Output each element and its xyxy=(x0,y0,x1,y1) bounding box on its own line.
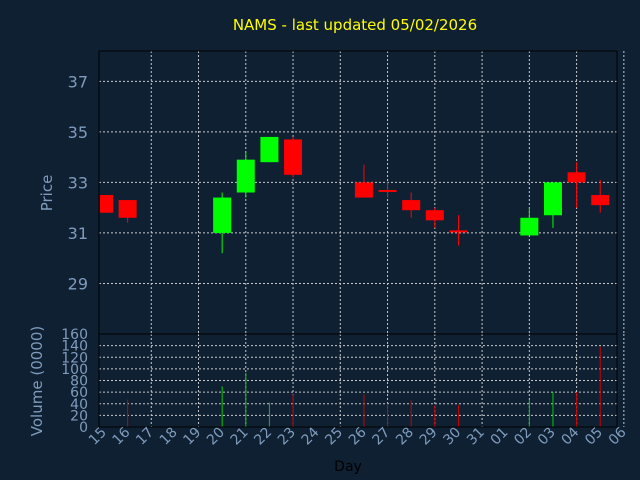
price-tick-label: 35 xyxy=(68,123,88,142)
price-panel: 29 31 33 35 37 xyxy=(68,50,625,335)
price-tick-label: 31 xyxy=(68,224,88,243)
volume-frame xyxy=(98,333,618,428)
volume-tick-label: 40 xyxy=(70,397,88,413)
candle-body xyxy=(236,159,255,193)
x-axis-ticks: 15 16 17 18 19 20 21 22 23 24 25 26 27 28 29 30 31 01 02 03… xyxy=(86,424,630,448)
candle-body xyxy=(213,197,232,233)
volume-bars xyxy=(127,346,601,427)
x-axis-label: Day xyxy=(334,459,362,475)
candle-body xyxy=(543,182,562,216)
price-axis-label: Price xyxy=(38,175,56,212)
volume-axis-label: Volume (0000) xyxy=(28,326,46,436)
volume-tick-label: 160 xyxy=(61,327,88,343)
candle-body xyxy=(425,210,444,221)
volume-tick-label: 20 xyxy=(70,408,88,424)
chart-title: NAMS - last updated 05/02/2026 xyxy=(233,16,477,34)
volume-tick-label: 100 xyxy=(61,362,88,378)
candles xyxy=(100,136,610,254)
candle-body xyxy=(118,200,137,218)
candle-body xyxy=(260,136,279,163)
volume-tick-label: 0 xyxy=(79,420,88,436)
candle-body xyxy=(100,195,113,213)
candle-body xyxy=(591,195,610,206)
candle-body xyxy=(449,230,468,233)
volume-tick-label: 140 xyxy=(61,339,88,355)
candle-body xyxy=(567,172,586,183)
candle-body xyxy=(378,189,397,192)
price-tick-label: 33 xyxy=(68,173,88,192)
volume-tick-label: 80 xyxy=(70,374,88,390)
volume-tick-label: 120 xyxy=(61,350,88,366)
candle-body xyxy=(354,182,373,198)
volume-tick-label: 60 xyxy=(70,385,88,401)
candle-body xyxy=(402,200,421,211)
candle-body xyxy=(284,139,303,175)
price-y-ticks: 29 31 33 35 37 xyxy=(68,72,88,293)
price-tick-label: 37 xyxy=(68,72,88,91)
price-tick-label: 29 xyxy=(68,274,88,293)
candle-body xyxy=(520,217,539,236)
